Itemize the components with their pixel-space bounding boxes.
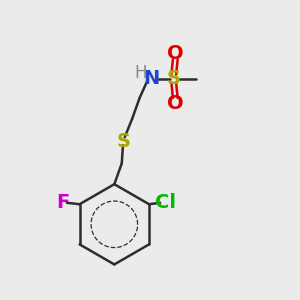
- Text: S: S: [167, 69, 181, 88]
- Text: O: O: [167, 44, 184, 64]
- Text: N: N: [143, 69, 160, 88]
- Text: F: F: [57, 193, 70, 212]
- Text: H: H: [134, 64, 146, 82]
- Text: S: S: [116, 132, 130, 151]
- Text: O: O: [167, 94, 184, 113]
- Text: Cl: Cl: [155, 193, 176, 212]
